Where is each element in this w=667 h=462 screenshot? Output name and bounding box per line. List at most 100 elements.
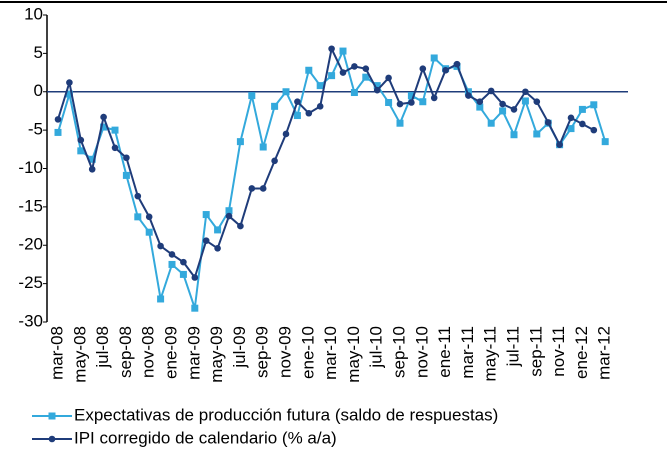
point [362, 73, 370, 81]
point [180, 258, 187, 266]
point [362, 65, 370, 73]
point [134, 192, 142, 200]
y-tick-label: -30 [18, 311, 43, 330]
point [442, 66, 449, 74]
y-tick-label: 10 [24, 4, 43, 23]
point [282, 88, 290, 96]
point [351, 63, 358, 70]
point [522, 88, 529, 96]
point [465, 92, 472, 99]
point [316, 103, 324, 110]
point [202, 211, 210, 219]
point [100, 113, 107, 121]
x-tick-label: mar-10 [321, 326, 340, 380]
point [54, 128, 62, 136]
point [510, 106, 518, 113]
y-tick-label: 5 [34, 43, 43, 62]
point [168, 251, 176, 258]
x-tick-label: may-11 [481, 326, 500, 381]
x-tick-label: sep-08 [116, 326, 135, 378]
point [339, 69, 347, 76]
point [407, 92, 415, 100]
series-line [57, 45, 595, 280]
x-tick-label: sep-11 [526, 326, 545, 377]
y-tick-label: -5 [28, 120, 43, 139]
point [214, 245, 221, 252]
point [191, 274, 199, 281]
point [316, 82, 324, 90]
x-tick-label: mar-08 [47, 326, 66, 380]
point [430, 94, 438, 102]
point [487, 119, 495, 127]
point [248, 185, 256, 192]
point [88, 155, 96, 163]
point [590, 101, 598, 109]
point [157, 242, 164, 250]
x-tick-label: may-10 [344, 326, 363, 383]
point [214, 226, 222, 234]
point [430, 54, 438, 62]
y-tick-label: -20 [18, 235, 43, 254]
x-tick-label: ene-09 [161, 326, 180, 379]
x-tick-label: may-08 [70, 326, 89, 383]
legend-label: Expectativas de producción futura (saldo… [74, 405, 498, 424]
x-tick-label: may-09 [207, 326, 226, 383]
point [305, 109, 313, 117]
point [157, 295, 165, 303]
point [271, 102, 279, 110]
point [111, 126, 119, 134]
point [111, 144, 119, 152]
point [65, 90, 73, 98]
point [293, 112, 301, 120]
point [123, 154, 130, 162]
point [88, 165, 96, 173]
point [601, 138, 609, 146]
point [294, 98, 301, 106]
x-tick-label: nov-09 [275, 326, 294, 378]
point [419, 65, 427, 73]
point [134, 213, 142, 221]
x-tick-label: jul-09 [230, 326, 249, 369]
point [339, 47, 347, 55]
x-tick-label: ene-11 [435, 326, 454, 378]
x-tick-label: ene-10 [298, 326, 317, 379]
x-tick-label: sep-10 [389, 326, 408, 378]
point [191, 304, 199, 312]
point [499, 107, 507, 115]
point [350, 89, 358, 97]
point [510, 131, 518, 139]
point [396, 100, 404, 108]
point [453, 60, 461, 68]
point [373, 82, 381, 90]
x-tick-label: mar-12 [595, 326, 614, 380]
x-tick-label: ene-12 [572, 326, 591, 379]
x-tick-label: nov-08 [139, 326, 158, 378]
point [533, 98, 541, 106]
point [305, 66, 313, 74]
point [408, 99, 415, 106]
point [487, 87, 495, 95]
point [66, 79, 73, 86]
point [225, 207, 233, 215]
point [544, 119, 552, 126]
point [476, 98, 484, 106]
point [396, 119, 404, 127]
x-tick-label: nov-11 [549, 326, 568, 377]
x-tick-label: mar-11 [458, 326, 477, 379]
point [100, 123, 108, 131]
point [237, 222, 244, 230]
point [225, 212, 233, 220]
point [385, 74, 392, 82]
x-tick-label: nov-10 [412, 326, 431, 378]
point [556, 141, 563, 149]
point [328, 45, 335, 53]
point [145, 228, 153, 236]
point [373, 86, 381, 94]
point [236, 138, 244, 146]
point [271, 157, 278, 165]
point [122, 171, 130, 179]
point [419, 98, 427, 106]
point [248, 92, 256, 100]
y-tick-label: -25 [18, 273, 43, 292]
x-tick-label: jul-10 [367, 326, 386, 369]
